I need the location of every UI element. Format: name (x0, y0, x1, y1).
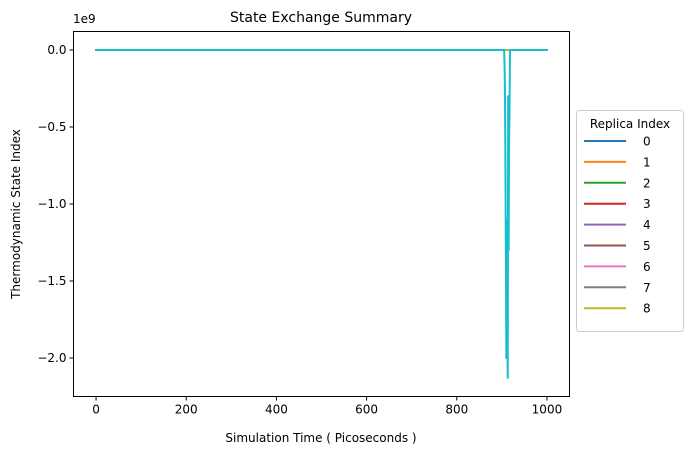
legend-label: 4 (643, 218, 651, 232)
x-axis: 0 200 400 600 800 1000 (92, 396, 563, 417)
legend-item-2: 2 (584, 176, 651, 190)
legend-item-7: 7 (584, 281, 651, 295)
y-offset-label: 1e9 (73, 12, 96, 26)
legend-item-4: 4 (584, 218, 651, 232)
plot-frame (73, 31, 570, 397)
plot-area (95, 48, 548, 380)
legend-item-8: 8 (584, 302, 651, 316)
x-tick-label: 1000 (532, 403, 563, 417)
legend-label: 3 (643, 197, 651, 211)
x-tick-label: 600 (355, 403, 378, 417)
legend-label: 5 (643, 239, 651, 253)
legend-label: 2 (643, 176, 651, 190)
legend-frame (576, 110, 684, 332)
x-tick-label: 400 (265, 403, 288, 417)
x-axis-label: Simulation Time ( Picoseconds ) (225, 431, 416, 445)
y-tick-label: −1.5 (37, 274, 66, 288)
x-tick-label: 800 (445, 403, 468, 417)
y-axis: 0.0 −0.5 −1.0 −1.5 −2.0 (37, 43, 74, 365)
y-tick-label: 0.0 (47, 43, 66, 57)
legend-item-0: 0 (584, 135, 651, 149)
legend-item-5: 5 (584, 239, 651, 253)
legend-label: 6 (643, 260, 651, 274)
x-tick-label: 0 (92, 403, 100, 417)
legend-title: Replica Index (590, 117, 670, 131)
series-line-extra-9 (95, 48, 548, 380)
legend-item-1: 1 (584, 155, 651, 169)
chart-title: State Exchange Summary (230, 10, 412, 26)
legend-item-6: 6 (584, 260, 651, 274)
y-tick-label: −1.0 (37, 197, 66, 211)
x-tick-label: 200 (175, 403, 198, 417)
y-axis-label: Thermodynamic State Index (9, 129, 23, 300)
legend-label: 1 (643, 155, 651, 169)
legend: Replica Index 0 1 2 3 4 5 6 7 8 (576, 110, 684, 332)
y-tick-label: −0.5 (37, 120, 66, 134)
legend-label: 8 (643, 302, 651, 316)
legend-label: 0 (643, 135, 651, 149)
y-tick-label: −2.0 (37, 351, 66, 365)
legend-item-3: 3 (584, 197, 651, 211)
legend-label: 7 (643, 281, 651, 295)
